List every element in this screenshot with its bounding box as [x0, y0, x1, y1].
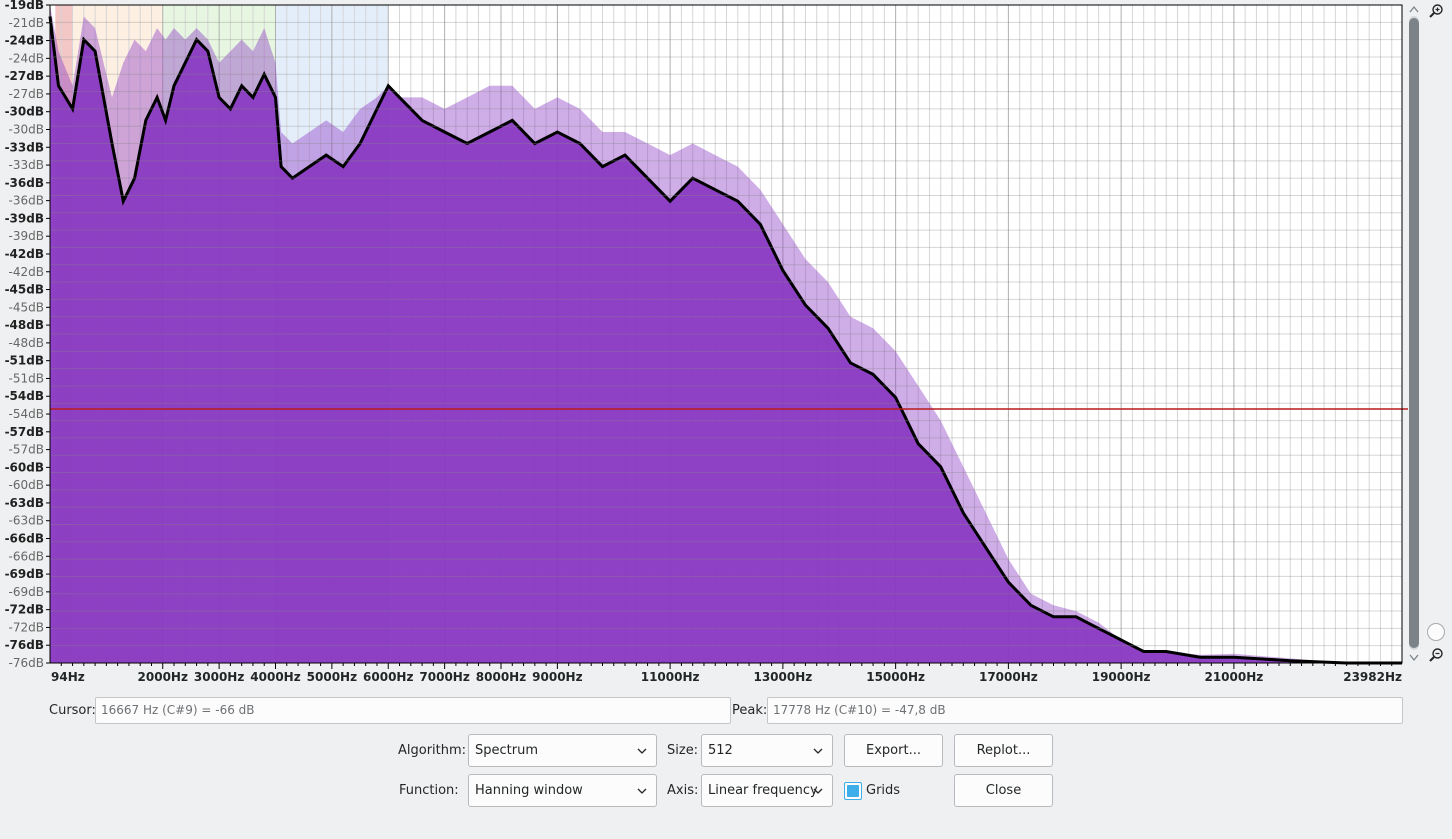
y-tick-label: -24dB — [5, 34, 44, 48]
zoom-out-icon — [1429, 648, 1443, 662]
y-tick-label: -72dB — [5, 603, 44, 617]
checkbox-mark — [847, 785, 859, 797]
x-tick-label: 13000Hz — [753, 670, 812, 684]
x-tick-label: 19000Hz — [1092, 670, 1151, 684]
zoom-slider-knob[interactable] — [1427, 623, 1445, 641]
scroll-down-arrow-icon[interactable] — [1408, 653, 1420, 663]
size-value: 512 — [708, 743, 733, 758]
x-tick-label: 9000Hz — [532, 670, 582, 684]
frequency-axis: 94Hz 2000Hz 3000Hz 4000Hz 5000Hz 6000Hz 7000Hz… — [51, 663, 1402, 684]
y-tick-label: -24dB — [9, 51, 44, 65]
zoom-in-icon — [1429, 4, 1443, 18]
y-tick-label: -66dB — [9, 549, 44, 563]
peak-readout[interactable]: 17778 Hz (C#10) = -47,8 dB — [767, 697, 1403, 724]
algorithm-label: Algorithm: — [398, 743, 467, 758]
zoom-out-button[interactable] — [1427, 646, 1445, 664]
y-tick-label: -42dB — [5, 247, 44, 261]
y-tick-label: -51dB — [9, 371, 44, 385]
x-tick-label: 2000Hz — [138, 670, 188, 684]
y-tick-label: -57dB — [5, 425, 44, 439]
y-tick-label: -54dB — [9, 407, 44, 421]
y-tick-label: -39dB — [9, 229, 44, 243]
y-tick-label: -39dB — [5, 211, 44, 225]
y-tick-label: -76dB — [9, 656, 44, 670]
x-tick-label: 17000Hz — [979, 670, 1038, 684]
y-tick-label: -57dB — [9, 443, 44, 457]
algorithm-value: Spectrum — [475, 743, 538, 758]
y-tick-label: -42dB — [9, 265, 44, 279]
y-tick-label: -60dB — [5, 460, 44, 474]
axis-value: Linear frequency — [708, 783, 818, 798]
x-tick-label: 94Hz — [51, 670, 85, 684]
y-tick-label: -60dB — [9, 478, 44, 492]
y-tick-label: -19dB — [5, 0, 44, 12]
x-tick-label: 11000Hz — [641, 670, 700, 684]
x-tick-label: 23982Hz — [1343, 670, 1402, 684]
y-tick-label: -33dB — [5, 140, 44, 154]
horizontal-grid — [50, 4, 1402, 664]
cursor-readout[interactable]: 16667 Hz (C#9) = -66 dB — [95, 697, 731, 724]
chevron-down-icon — [637, 748, 647, 754]
y-tick-label: -54dB — [5, 389, 44, 403]
y-tick-label: -69dB — [9, 585, 44, 599]
x-tick-label: 7000Hz — [419, 670, 469, 684]
y-tick-label: -51dB — [5, 354, 44, 368]
scroll-up-arrow-icon[interactable] — [1408, 4, 1420, 14]
zoom-in-button[interactable] — [1427, 2, 1445, 20]
y-tick-label: -27dB — [5, 69, 44, 83]
y-tick-label: -36dB — [5, 176, 44, 190]
y-tick-label: -66dB — [5, 532, 44, 546]
axis-label: Axis: — [667, 783, 699, 798]
x-tick-label: 21000Hz — [1204, 670, 1263, 684]
function-label: Function: — [399, 783, 459, 798]
y-tick-label: -30dB — [9, 122, 44, 136]
grids-checkbox[interactable] — [844, 782, 862, 800]
spectrum-area — [48, 16, 1402, 665]
y-tick-label: -33dB — [9, 158, 44, 172]
spectrum-line — [48, 16, 1402, 665]
y-tick-label: -48dB — [9, 336, 44, 350]
function-value: Hanning window — [475, 783, 583, 798]
plot-frame — [49, 4, 1403, 664]
grids-label[interactable]: Grids — [866, 783, 901, 798]
close-button[interactable]: Close — [954, 774, 1053, 807]
y-tick-label: -63dB — [9, 514, 44, 528]
export-button[interactable]: Export... — [844, 734, 943, 767]
chevron-down-icon — [813, 748, 823, 754]
x-tick-label: 6000Hz — [363, 670, 413, 684]
chevron-down-icon — [637, 788, 647, 794]
y-tick-label: -69dB — [5, 567, 44, 581]
cursor-label: Cursor: — [49, 703, 96, 718]
axis-select[interactable]: Linear frequency — [701, 774, 833, 807]
y-tick-label: -72dB — [9, 620, 44, 634]
y-tick-label: -36dB — [9, 194, 44, 208]
x-tick-label: 15000Hz — [866, 670, 925, 684]
function-select[interactable]: Hanning window — [468, 774, 657, 807]
y-tick-label: -27dB — [9, 87, 44, 101]
x-tick-label: 5000Hz — [307, 670, 357, 684]
y-tick-label: -30dB — [5, 105, 44, 119]
spectrum-fill — [50, 16, 1402, 663]
y-tick-label: -45dB — [9, 300, 44, 314]
x-tick-label: 4000Hz — [250, 670, 300, 684]
db-axis: -19dB -21dB -24dB -24dB -27dB -27dB -30dB -30dB… — [5, 0, 50, 670]
peak-label: Peak: — [732, 703, 768, 718]
chevron-down-icon — [813, 788, 823, 794]
y-tick-label: -21dB — [9, 16, 44, 30]
algorithm-select[interactable]: Spectrum — [468, 734, 657, 767]
x-tick-label: 3000Hz — [194, 670, 244, 684]
x-tick-label: 8000Hz — [476, 670, 526, 684]
vertical-zoom-thumb[interactable] — [1409, 18, 1419, 648]
y-tick-label: -48dB — [5, 318, 44, 332]
y-tick-label: -76dB — [5, 638, 44, 652]
size-label: Size: — [667, 743, 699, 758]
y-tick-label: -45dB — [5, 283, 44, 297]
replot-button[interactable]: Replot... — [954, 734, 1053, 767]
y-tick-label: -63dB — [5, 496, 44, 510]
size-select[interactable]: 512 — [701, 734, 833, 767]
spectrum-plot[interactable]: -19dB -21dB -24dB -24dB -27dB -27dB -30dB -30dB… — [0, 0, 1452, 690]
